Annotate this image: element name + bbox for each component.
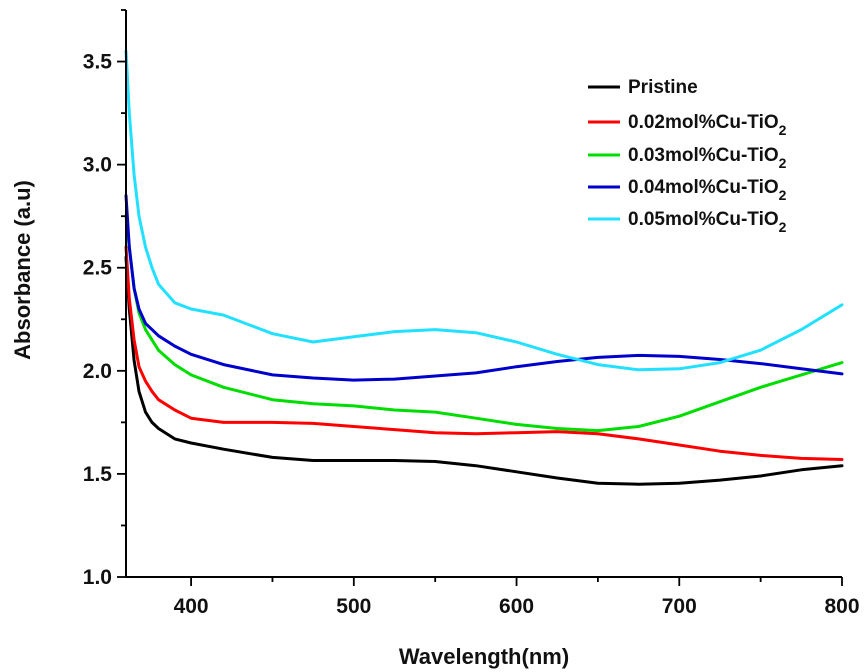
y-axis-title: Absorbance (a.u) — [10, 180, 35, 360]
y-tick-label: 1.0 — [83, 566, 112, 589]
legend-label: 0.04mol%Cu-TiO2 — [628, 177, 787, 203]
legend-item-2: 0.02mol%Cu-TiO2 — [588, 112, 787, 138]
legend-label: 0.05mol%Cu-TiO2 — [628, 209, 787, 235]
legend-item-1: Pristine — [588, 77, 698, 98]
series-line-4 — [124, 194, 844, 382]
y-tick-label: 2.0 — [83, 360, 112, 383]
series-line-3 — [124, 214, 844, 433]
x-tick-label: 500 — [336, 595, 371, 618]
x-tick-label: 800 — [824, 595, 859, 618]
y-tick-label: 1.5 — [83, 463, 113, 486]
legend-item-5: 0.05mol%Cu-TiO2 — [588, 209, 787, 235]
legend: Pristine 0.02mol%Cu-TiO2 0.03mol%Cu-TiO2 0.… — [588, 77, 787, 235]
series-layer — [124, 49, 844, 486]
series-line-1 — [124, 255, 844, 486]
series-line-5 — [124, 49, 844, 372]
legend-item-3: 0.03mol%Cu-TiO2 — [588, 145, 787, 171]
y-tick-label: 3.0 — [83, 154, 112, 177]
legend-label: 0.02mol%Cu-TiO2 — [628, 112, 787, 138]
legend-label: 0.03mol%Cu-TiO2 — [628, 145, 787, 171]
x-tick-label: 600 — [499, 595, 534, 618]
x-axis-title: Wavelength(nm) — [399, 644, 569, 669]
legend-item-4: 0.04mol%Cu-TiO2 — [588, 177, 787, 203]
x-tick-label: 400 — [174, 595, 209, 618]
axes-layer: 400 500 600 700 800 1.0 1.5 2.0 2.5 3.0 3.5 — [83, 9, 860, 618]
series-line-2 — [124, 245, 844, 461]
legend-label: Pristine — [628, 77, 698, 98]
y-tick-label: 3.5 — [83, 51, 113, 74]
y-tick-label: 2.5 — [83, 257, 113, 280]
x-tick-label: 700 — [662, 595, 697, 618]
